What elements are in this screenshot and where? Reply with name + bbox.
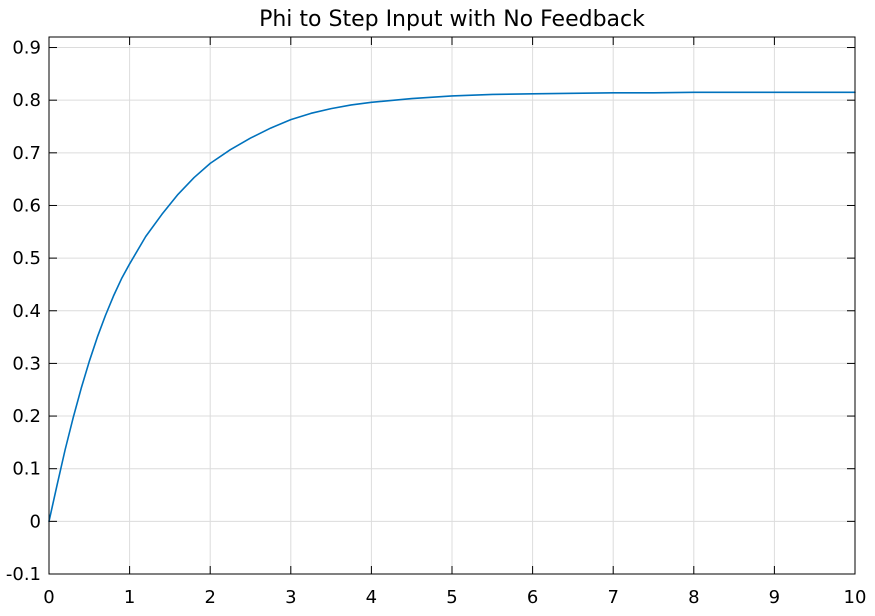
y-tick-label: 0 bbox=[30, 511, 41, 532]
data-point bbox=[814, 92, 815, 93]
data-point bbox=[532, 93, 533, 94]
data-point bbox=[230, 149, 231, 150]
data-point bbox=[734, 92, 735, 93]
data-point bbox=[451, 95, 452, 96]
x-tick-label: 9 bbox=[769, 587, 780, 608]
data-point bbox=[65, 449, 66, 450]
data-point bbox=[774, 92, 775, 93]
y-tick-label: 0.1 bbox=[12, 459, 41, 480]
data-point bbox=[105, 315, 106, 316]
data-point bbox=[177, 194, 178, 195]
data-point bbox=[250, 137, 251, 138]
data-point bbox=[210, 163, 211, 164]
axes-frame bbox=[48, 36, 856, 575]
tick-labels: 0 1 2 3 4 5 6 7 8 9 10-0.100.10.20.30.40.50.60.70.… bbox=[6, 38, 867, 608]
series-layer bbox=[48, 91, 856, 523]
x-tick-label: 0 bbox=[43, 587, 54, 608]
data-point bbox=[129, 263, 130, 264]
data-point bbox=[97, 336, 98, 337]
data-point bbox=[145, 236, 146, 237]
y-tick-label: 0.6 bbox=[12, 195, 41, 216]
data-point bbox=[121, 278, 122, 279]
series-line-0 bbox=[48, 91, 856, 523]
x-tick-label: 4 bbox=[366, 587, 377, 608]
y-tick-label: 0.7 bbox=[12, 143, 41, 164]
data-point bbox=[492, 94, 493, 95]
data-point bbox=[572, 93, 573, 94]
data-point bbox=[56, 484, 57, 485]
data-point bbox=[113, 295, 114, 296]
data-point bbox=[613, 92, 614, 93]
data-point bbox=[371, 102, 372, 103]
y-tick-label: 0.4 bbox=[12, 301, 41, 322]
x-tick-label: 10 bbox=[844, 587, 867, 608]
data-point bbox=[653, 92, 654, 93]
data-point bbox=[81, 388, 82, 389]
x-tick-label: 5 bbox=[446, 587, 457, 608]
x-tick-label: 2 bbox=[204, 587, 215, 608]
y-tick-label: -0.1 bbox=[6, 564, 41, 585]
data-point bbox=[693, 92, 694, 93]
x-tick-label: 7 bbox=[607, 587, 618, 608]
x-tick-label: 8 bbox=[688, 587, 699, 608]
data-point bbox=[73, 417, 74, 418]
data-point bbox=[89, 361, 90, 362]
x-tick-label: 3 bbox=[285, 587, 296, 608]
y-tick-label: 0.9 bbox=[12, 38, 41, 59]
data-point bbox=[161, 214, 162, 215]
y-tick-label: 0.3 bbox=[12, 353, 41, 374]
data-point bbox=[351, 104, 352, 105]
data-point bbox=[193, 177, 194, 178]
y-tick-label: 0.2 bbox=[12, 406, 41, 427]
data-point bbox=[331, 108, 332, 109]
y-tick-label: 0.5 bbox=[12, 248, 41, 269]
data-point bbox=[310, 113, 311, 114]
x-tick-label: 1 bbox=[124, 587, 135, 608]
y-tick-label: 0.8 bbox=[12, 90, 41, 111]
chart-title: Phi to Step Input with No Feedback bbox=[259, 7, 645, 32]
x-tick-label: 6 bbox=[527, 587, 538, 608]
data-point bbox=[270, 127, 271, 128]
data-point bbox=[411, 98, 412, 99]
data-point bbox=[290, 119, 291, 120]
